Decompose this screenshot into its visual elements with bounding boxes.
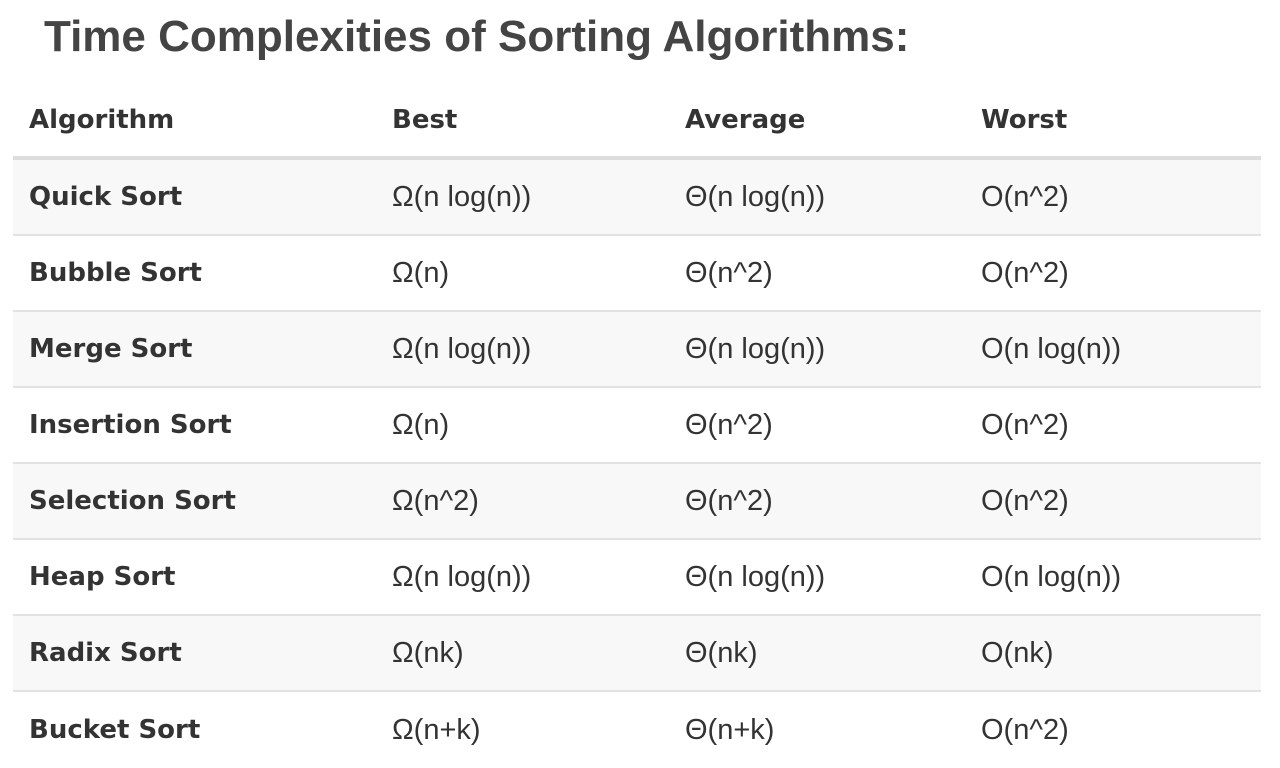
table-row: Merge Sort Ω(n log(n)) Θ(n log(n)) O(n l…	[13, 312, 1261, 388]
worst-case: O(n^2)	[981, 256, 1069, 289]
complexity-table: Algorithm Best Average Worst Quick Sort …	[13, 84, 1261, 768]
worst-case: O(nk)	[981, 636, 1054, 669]
best-case: Ω(n log(n))	[392, 560, 532, 593]
algorithm-name: Radix Sort	[29, 638, 182, 668]
algorithm-name: Bubble Sort	[29, 258, 202, 288]
best-case: Ω(n^2)	[392, 484, 479, 517]
algorithm-name: Quick Sort	[29, 182, 183, 212]
average-case: Θ(n+k)	[685, 713, 775, 746]
best-case: Ω(n+k)	[392, 713, 481, 746]
worst-case: O(n^2)	[981, 408, 1069, 441]
algorithm-name: Bucket Sort	[29, 715, 201, 745]
table-row: Heap Sort Ω(n log(n)) Θ(n log(n)) O(n lo…	[13, 540, 1261, 616]
best-case: Ω(nk)	[392, 636, 464, 669]
average-case: Θ(n log(n))	[685, 180, 826, 213]
header-average: Average	[685, 105, 806, 135]
worst-case: O(n^2)	[981, 484, 1069, 517]
best-case: Ω(n log(n))	[392, 180, 532, 213]
table-header-row: Algorithm Best Average Worst	[13, 84, 1261, 160]
header-algorithm: Algorithm	[29, 105, 175, 135]
header-worst: Worst	[981, 105, 1068, 135]
worst-case: O(n^2)	[981, 180, 1069, 213]
average-case: Θ(n^2)	[685, 408, 773, 441]
worst-case: O(n^2)	[981, 713, 1069, 746]
table-row: Radix Sort Ω(nk) Θ(nk) O(nk)	[13, 616, 1261, 692]
table-row: Bubble Sort Ω(n) Θ(n^2) O(n^2)	[13, 236, 1261, 312]
best-case: Ω(n)	[392, 256, 450, 289]
header-best: Best	[392, 105, 458, 135]
average-case: Θ(n log(n))	[685, 332, 826, 365]
algorithm-name: Selection Sort	[29, 486, 236, 516]
algorithm-name: Merge Sort	[29, 334, 193, 364]
average-case: Θ(n log(n))	[685, 560, 826, 593]
page-title: Time Complexities of Sorting Algorithms:	[44, 12, 910, 61]
average-case: Θ(n^2)	[685, 484, 773, 517]
table-row: Bucket Sort Ω(n+k) Θ(n+k) O(n^2)	[13, 692, 1261, 768]
best-case: Ω(n)	[392, 408, 450, 441]
algorithm-name: Heap Sort	[29, 562, 176, 592]
algorithm-name: Insertion Sort	[29, 410, 232, 440]
average-case: Θ(nk)	[685, 636, 758, 669]
worst-case: O(n log(n))	[981, 332, 1122, 365]
best-case: Ω(n log(n))	[392, 332, 532, 365]
table-row: Insertion Sort Ω(n) Θ(n^2) O(n^2)	[13, 388, 1261, 464]
table-row: Quick Sort Ω(n log(n)) Θ(n log(n)) O(n^2…	[13, 160, 1261, 236]
worst-case: O(n log(n))	[981, 560, 1122, 593]
table-row: Selection Sort Ω(n^2) Θ(n^2) O(n^2)	[13, 464, 1261, 540]
average-case: Θ(n^2)	[685, 256, 773, 289]
